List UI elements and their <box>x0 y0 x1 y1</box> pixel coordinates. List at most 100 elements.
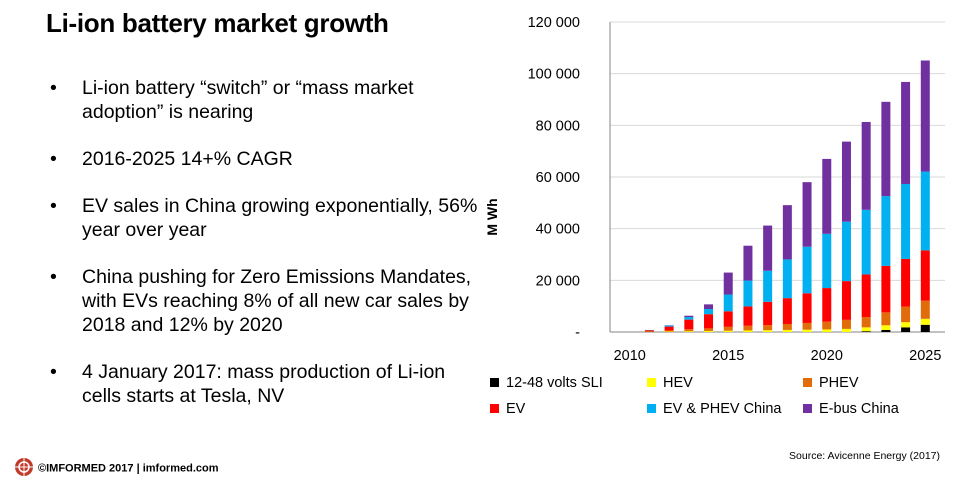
bar-segment <box>704 314 714 329</box>
bullet-item: • China pushing for Zero Emissions Mandat… <box>50 265 480 337</box>
bar-segment <box>763 270 773 302</box>
legend-swatch <box>803 377 812 387</box>
x-tick-label: 2025 <box>909 348 941 364</box>
y-tick-label: 40 000 <box>536 222 580 238</box>
bar-segment <box>782 259 792 299</box>
bar-segment <box>822 329 832 332</box>
bullet-list: • Li-ion battery “switch” or “mass market… <box>50 76 480 431</box>
y-tick-label: 60 000 <box>536 170 580 186</box>
bar-segment <box>841 328 851 332</box>
bar-segment <box>664 331 674 332</box>
legend-label: PHEV <box>819 375 859 391</box>
legend-item: PHEV <box>803 375 859 391</box>
bar-segment <box>822 233 832 289</box>
legend-item: 12-48 volts SLI <box>490 375 603 391</box>
x-tick-label: 2010 <box>614 348 646 364</box>
bar-segment <box>763 325 773 331</box>
bar-segment <box>841 319 851 329</box>
bar-segment <box>802 246 812 294</box>
bar-segment <box>901 322 911 328</box>
bar-segment <box>723 311 733 327</box>
bar-segment <box>920 324 930 332</box>
legend-label: HEV <box>663 375 693 391</box>
slide-title: Li-ion battery market growth <box>46 8 389 38</box>
bar-segment <box>704 330 714 332</box>
bar-segment <box>723 272 733 295</box>
bar-segment <box>841 141 851 222</box>
bar-segment <box>881 329 891 332</box>
bar-segment <box>901 81 911 184</box>
bar-segment <box>782 329 792 332</box>
bar-segment <box>822 321 832 330</box>
bullet-text: 2016-2025 14+% CAGR <box>82 148 293 170</box>
source-note: Source: Avicenne Energy (2017) <box>789 450 940 462</box>
legend-swatch <box>803 403 812 413</box>
bar-segment <box>861 274 871 318</box>
bullet-item: • Li-ion battery “switch” or “mass market… <box>50 76 480 124</box>
bar-segment <box>723 326 733 331</box>
bar-segment <box>901 183 911 259</box>
bar-segment <box>802 293 812 323</box>
legend-label: EV <box>506 401 526 417</box>
bar-segment <box>901 258 911 307</box>
bar-segment <box>743 306 753 326</box>
bar-segment <box>822 288 832 322</box>
legend-label: 12-48 volts SLI <box>506 375 603 391</box>
bar-segment <box>684 317 694 320</box>
bar-segment <box>704 309 714 315</box>
bar-segment <box>881 101 891 197</box>
y-tick-label: 20 000 <box>536 273 580 289</box>
bar-segment <box>861 331 871 332</box>
bar-segment <box>822 158 832 234</box>
x-tick-label: 2015 <box>712 348 744 364</box>
bar-segment <box>763 330 773 332</box>
y-tick-label: 120 000 <box>528 15 580 31</box>
legend-item: EV & PHEV China <box>647 401 781 417</box>
bar-segment <box>704 328 714 331</box>
y-tick-label: - <box>575 325 580 341</box>
bar-segment <box>841 221 851 282</box>
bar-segment <box>802 182 812 247</box>
legend-item: HEV <box>647 375 693 391</box>
bar-segment <box>763 225 773 271</box>
bar-segment <box>743 325 753 331</box>
bar-segment <box>664 326 674 331</box>
bullet-item: • 2016-2025 14+% CAGR <box>50 147 480 171</box>
bar-segment <box>723 294 733 312</box>
y-tick-label: 80 000 <box>536 118 580 134</box>
bar-segment <box>684 319 694 330</box>
bar-segment <box>861 327 871 332</box>
bar-segment <box>704 304 714 310</box>
bullet-text: EV sales in China growing exponentially,… <box>82 195 478 241</box>
bar-segment <box>861 121 871 210</box>
bar-segment <box>684 331 694 332</box>
x-tick-label: 2020 <box>811 348 843 364</box>
bar-segment <box>743 330 753 332</box>
footer: ©IMFORMED 2017 | imformed.com <box>14 457 219 480</box>
stacked-bar-chart: - 20 000 40 000 60 000 80 000 100 000 120 000 2… <box>484 15 945 364</box>
bar-segment <box>920 318 930 325</box>
bar-segment <box>684 329 694 332</box>
bullet-dot-icon: • <box>50 77 57 99</box>
legend-item: EV <box>490 401 525 417</box>
y-tick-label: 100 000 <box>528 67 580 83</box>
bar-segment <box>644 330 654 332</box>
bar-segment <box>664 325 674 327</box>
bar-segment <box>920 300 930 319</box>
bar-segment <box>802 322 812 330</box>
bullet-dot-icon: • <box>50 266 57 288</box>
bullet-text: 4 January 2017: mass production of Li-io… <box>82 361 446 407</box>
legend-item: E-bus China <box>803 401 899 417</box>
bar-segment <box>664 330 674 332</box>
bullet-text: China pushing for Zero Emissions Mandate… <box>82 266 472 336</box>
legend-swatch <box>490 377 499 387</box>
bar-segment <box>881 196 891 266</box>
bullet-dot-icon: • <box>50 148 57 170</box>
bar-segment <box>841 281 851 320</box>
bullet-text: Li-ion battery “switch” or “mass market … <box>82 77 414 123</box>
bar-segment <box>901 306 911 323</box>
imformed-logo-icon <box>14 457 34 480</box>
bar-segment <box>782 298 792 324</box>
legend-swatch <box>647 403 656 413</box>
bar-segment <box>881 265 891 313</box>
